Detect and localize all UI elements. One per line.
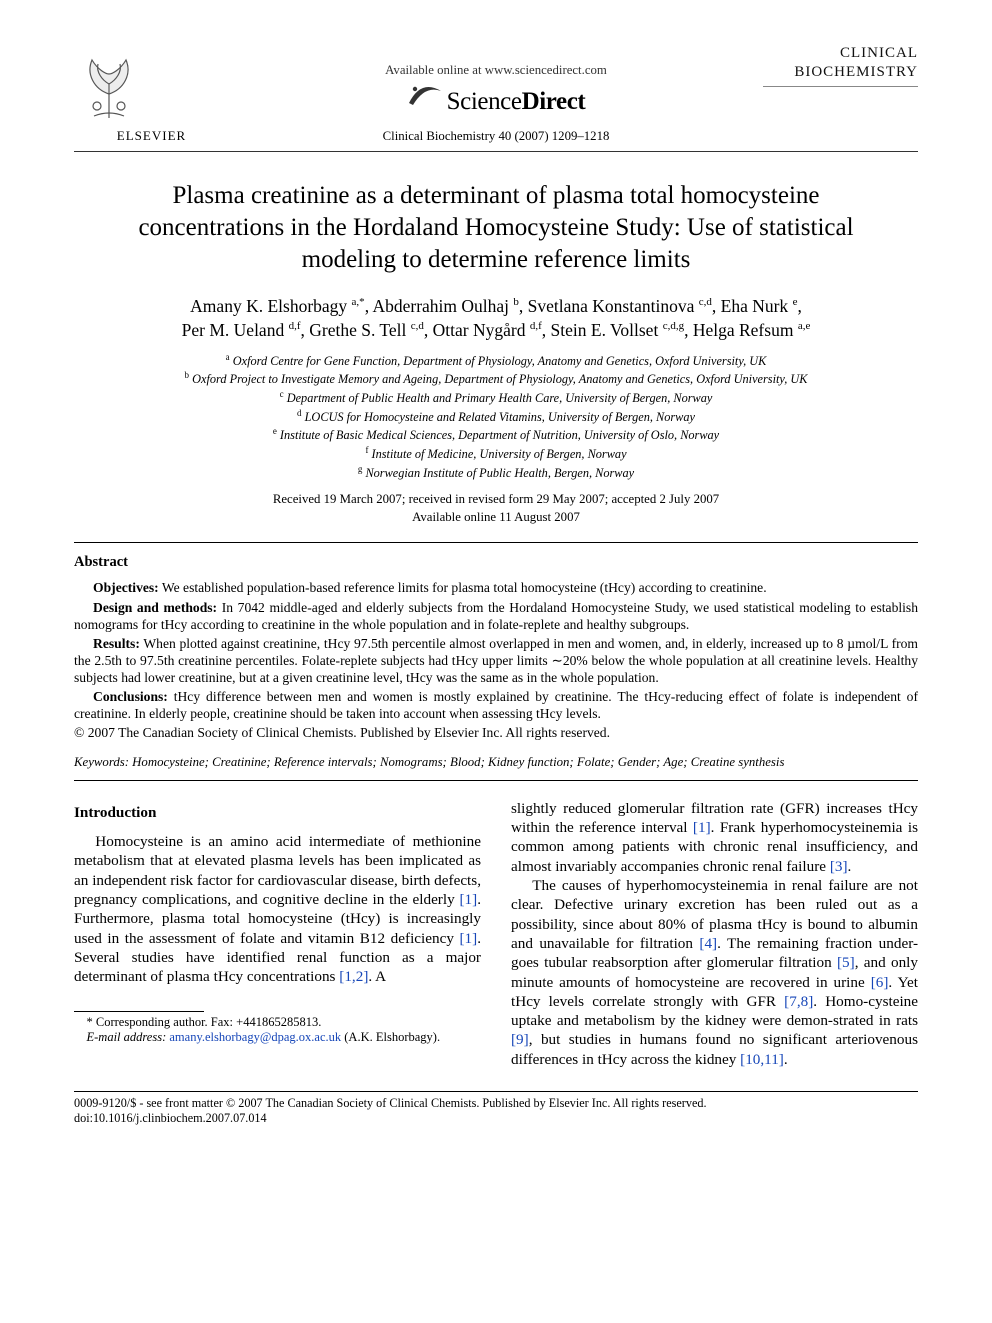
ref-link[interactable]: [6] [871, 974, 889, 991]
intro-para-1: Homocysteine is an amino acid intermedia… [74, 832, 481, 986]
page-footer: 0009-9120/$ - see front matter © 2007 Th… [74, 1096, 918, 1127]
affil-b: b Oxford Project to Investigate Memory a… [74, 369, 918, 388]
sep: , Grethe S. Tell [301, 320, 411, 340]
ref-link[interactable]: [3] [830, 858, 848, 875]
corresponding-footnote: * Corresponding author. Fax: +4418652858… [74, 1015, 481, 1047]
intro-heading: Introduction [74, 803, 481, 822]
conclusions-text: tHcy difference between men and women is… [74, 689, 918, 721]
journal-article-page: ELSEVIER Available online at www.science… [0, 0, 992, 1167]
affil-f: f Institute of Medicine, University of B… [74, 444, 918, 463]
objectives-label: Objectives: [93, 580, 159, 595]
abstract: Abstract Objectives: We established popu… [74, 553, 918, 742]
ref-link[interactable]: [1,2] [339, 968, 368, 985]
journal-title: CLINICAL BIOCHEMISTRY [763, 44, 918, 87]
elsevier-tree-icon [74, 44, 144, 120]
email-label: E-mail address: [87, 1030, 167, 1044]
journal-title-l2: BIOCHEMISTRY [794, 64, 918, 80]
abstract-rule-top [74, 542, 918, 543]
sciencedirect-swoosh-icon [407, 81, 443, 109]
ref-link[interactable]: [9] [511, 1031, 529, 1048]
available-online-text: Available online at www.sciencedirect.co… [229, 62, 763, 78]
keywords-label: Keywords: [74, 755, 129, 769]
ref-link[interactable]: [1] [459, 930, 477, 947]
author-5-aff: d,f [289, 320, 301, 332]
sep: , Eha Nurk [712, 296, 793, 316]
author-7-aff: d,f [530, 320, 542, 332]
ref-link[interactable]: [4] [699, 935, 717, 952]
abstract-objectives: Objectives: We established population-ba… [74, 579, 918, 596]
sd-light: Science [447, 88, 522, 115]
corr-author-line: * Corresponding author. Fax: +4418652858… [74, 1015, 481, 1031]
results-label: Results: [93, 636, 140, 651]
sciencedirect-wordmark: ScienceDirect [447, 86, 586, 118]
abstract-results: Results: When plotted against creatinine… [74, 635, 918, 686]
masthead-rule [74, 151, 918, 152]
ref-link[interactable]: [5] [837, 954, 855, 971]
ref-link[interactable]: [1] [459, 891, 477, 908]
affil-e: e Institute of Basic Medical Sciences, D… [74, 425, 918, 444]
intro-para-1-cont: slightly reduced glomerular filtration r… [511, 799, 918, 876]
footer-doi: doi:10.1016/j.clinbiochem.2007.07.014 [74, 1111, 918, 1126]
sciencedirect-logo: ScienceDirect [407, 81, 586, 118]
email-address[interactable]: amany.elshorbagy@dpag.ox.ac.uk [166, 1030, 341, 1044]
abstract-design: Design and methods: In 7042 middle-aged … [74, 599, 918, 633]
author-1: Amany K. Elshorbagy [190, 296, 351, 316]
date-online: Available online 11 August 2007 [74, 509, 918, 526]
journal-title-l1: CLINICAL [840, 45, 918, 61]
design-label: Design and methods: [93, 600, 217, 615]
affiliations: a Oxford Centre for Gene Function, Depar… [74, 351, 918, 482]
footer-copyright: 0009-9120/$ - see front matter © 2007 Th… [74, 1096, 918, 1111]
sep: , Abderrahim Oulhaj [365, 296, 514, 316]
article-body: Introduction Homocysteine is an amino ac… [74, 799, 918, 1069]
keywords: Keywords: Homocysteine; Creatinine; Refe… [74, 754, 918, 770]
abstract-rule-bot [74, 780, 918, 781]
footnote-rule [74, 1011, 204, 1012]
date-received: Received 19 March 2007; received in revi… [74, 491, 918, 508]
author-1-aff: a,* [352, 296, 365, 308]
affil-g: g Norwegian Institute of Public Health, … [74, 463, 918, 482]
article-dates: Received 19 March 2007; received in revi… [74, 491, 918, 526]
objectives-text: We established population-based referenc… [159, 580, 767, 595]
sep: , Ottar Nygård [424, 320, 530, 340]
results-text: When plotted against creatinine, tHcy 97… [74, 636, 918, 685]
sep: , Stein E. Vollset [542, 320, 663, 340]
publisher-label: ELSEVIER [74, 128, 229, 145]
citation-line: Clinical Biochemistry 40 (2007) 1209–121… [229, 128, 763, 144]
journal-stamp: CLINICAL BIOCHEMISTRY [763, 44, 918, 145]
abstract-copyright: © 2007 The Canadian Society of Clinical … [74, 724, 918, 741]
ref-link[interactable]: [1] [693, 819, 711, 836]
affil-c: c Department of Public Health and Primar… [74, 388, 918, 407]
conclusions-label: Conclusions: [93, 689, 168, 704]
author-8-aff: c,d,g [663, 320, 684, 332]
sep: , Svetlana Konstantinova [519, 296, 699, 316]
affil-a: a Oxford Centre for Gene Function, Depar… [74, 351, 918, 370]
author-9-aff: a,e [798, 320, 811, 332]
author-6-aff: c,d [411, 320, 424, 332]
ref-link[interactable]: [7,8] [784, 993, 813, 1010]
sd-bold: Direct [522, 88, 586, 115]
journal-cover-thumb [763, 91, 918, 145]
masthead: ELSEVIER Available online at www.science… [74, 44, 918, 145]
author-3-aff: c,d [699, 296, 712, 308]
sep: , Helga Refsum [684, 320, 798, 340]
affil-d: d LOCUS for Homocysteine and Related Vit… [74, 407, 918, 426]
masthead-center: Available online at www.sciencedirect.co… [229, 62, 763, 145]
intro-para-2: The causes of hyperhomocysteinemia in re… [511, 876, 918, 1069]
author-list: Amany K. Elshorbagy a,*, Abderrahim Oulh… [94, 294, 898, 343]
abstract-conclusions: Conclusions: tHcy difference between men… [74, 688, 918, 722]
footer-rule [74, 1091, 918, 1092]
keywords-text: Homocysteine; Creatinine; Reference inte… [129, 755, 784, 769]
publisher-logo-block: ELSEVIER [74, 44, 229, 144]
abstract-heading: Abstract [74, 553, 918, 572]
corr-email-line: E-mail address: amany.elshorbagy@dpag.ox… [74, 1030, 481, 1046]
ref-link[interactable]: [10,11] [740, 1051, 784, 1068]
sep: , [797, 296, 801, 316]
article-title: Plasma creatinine as a determinant of pl… [114, 180, 878, 276]
author-5: Per M. Ueland [182, 320, 289, 340]
